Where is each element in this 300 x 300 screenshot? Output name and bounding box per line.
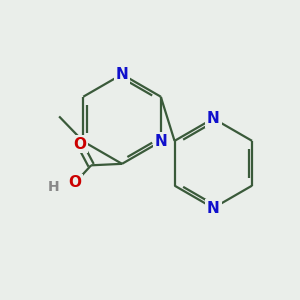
Text: N: N <box>207 200 220 215</box>
Text: H: H <box>48 180 59 194</box>
Text: O: O <box>74 136 86 152</box>
Text: N: N <box>154 134 167 149</box>
Text: N: N <box>116 67 128 82</box>
Text: N: N <box>207 111 220 126</box>
Text: O: O <box>68 176 81 190</box>
